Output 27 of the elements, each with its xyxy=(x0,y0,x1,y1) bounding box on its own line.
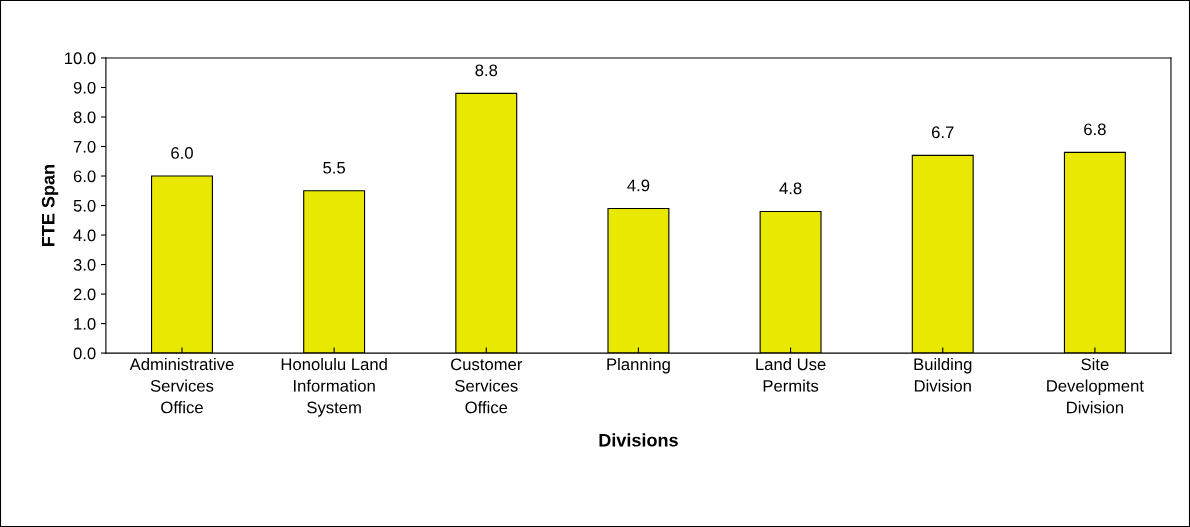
y-axis-title: FTE Span xyxy=(41,165,59,246)
x-axis-title: Divisions xyxy=(599,433,678,447)
y-tick-label: 1.0 xyxy=(74,317,96,330)
y-tick-label: 5.0 xyxy=(73,199,96,212)
x-tick-label: Administrative Services Office xyxy=(129,357,234,414)
x-tick-label: Customer Services Office xyxy=(451,358,523,414)
data-label: 4.9 xyxy=(627,179,650,192)
x-tick-label: Building Division xyxy=(914,357,972,392)
y-tick-label: 9.0 xyxy=(73,81,96,94)
y-tick-label: 7.0 xyxy=(73,140,96,153)
x-tick-label: Land Use Permits xyxy=(756,357,826,392)
data-label: 5.5 xyxy=(323,161,346,174)
data-label: 4.8 xyxy=(779,182,802,195)
data-label: 6.0 xyxy=(171,147,193,159)
y-tick-label: 6.0 xyxy=(73,170,96,183)
y-tick-label: 0.0 xyxy=(73,347,96,360)
data-label: 6.8 xyxy=(1084,123,1106,136)
y-tick-label: 4.0 xyxy=(73,229,96,242)
y-tick-label: 8.0 xyxy=(73,111,96,124)
x-tick-label: Honolulu Land Information System xyxy=(281,357,387,417)
x-tick-label: Planning xyxy=(607,357,670,374)
y-tick-label: 10.0 xyxy=(65,52,96,65)
y-tick-label: 2.0 xyxy=(73,288,96,301)
data-label: 8.8 xyxy=(475,64,498,77)
data-label: 6.7 xyxy=(932,126,954,139)
x-tick-label: Site Development Division xyxy=(1047,357,1144,414)
y-tick-label: 3.0 xyxy=(73,258,96,271)
